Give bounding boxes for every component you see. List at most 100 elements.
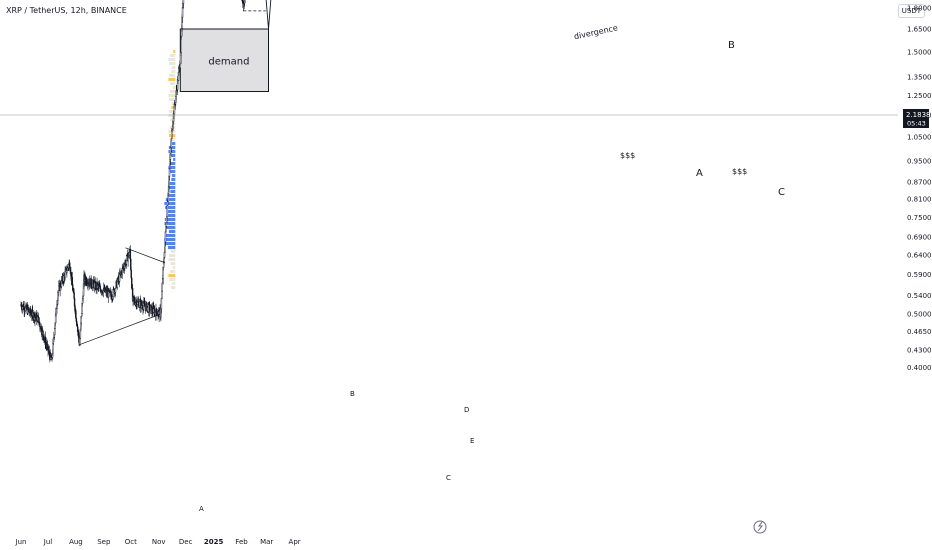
volume-profile-bar	[168, 254, 176, 257]
candle-body	[161, 290, 163, 299]
volume-profile-bar	[170, 190, 176, 193]
price-axis[interactable]: 3.10002.80002.60002.40002.20002.00001.80…	[907, 0, 932, 372]
volume-profile-bar	[167, 210, 176, 213]
time-tick-label: Jun	[15, 538, 27, 546]
volume-profile-bar	[170, 90, 176, 93]
time-tick-label: Apr	[289, 538, 301, 546]
price-tick-label: 0.4000	[907, 364, 932, 372]
volume-profile-bar	[171, 174, 176, 177]
volume-profile-bar	[173, 86, 176, 89]
volume-profile-bar	[168, 274, 176, 277]
time-tick-label: Oct	[125, 538, 137, 546]
price-tick-label: 1.5000	[907, 48, 932, 56]
volume-profile-bar	[165, 198, 176, 201]
volume-profile-bar	[165, 234, 176, 237]
volume-profile-bar	[164, 222, 176, 225]
wave-b-label: B	[728, 40, 735, 51]
price-tick-label: 0.5900	[907, 271, 932, 279]
candle-body	[166, 201, 169, 206]
price-tick-label: 0.9500	[907, 157, 932, 165]
volume-profile-bar	[168, 230, 176, 233]
price-tick-label: 0.4650	[907, 328, 932, 336]
triangle-c-label: C	[446, 474, 451, 482]
time-tick-label: Aug	[69, 538, 83, 546]
price-tick-label: 0.6400	[907, 252, 932, 260]
volume-profile-bar	[168, 182, 176, 185]
price-tick-label: 0.7500	[907, 214, 932, 222]
price-tick-label: 0.5000	[907, 311, 932, 319]
triangle-lower-line	[79, 313, 161, 345]
volume-profile-bar	[168, 146, 176, 149]
volume-profile-bar	[171, 250, 176, 253]
time-tick-label: Nov	[152, 538, 166, 546]
volume-profile-bar	[164, 238, 176, 241]
price-tick-label: 1.3500	[907, 73, 932, 81]
candle-body	[166, 205, 168, 217]
last-price-tag	[903, 109, 929, 128]
volume-profile-bar	[165, 206, 176, 209]
candle-body	[42, 331, 44, 336]
volume-profile-bar	[168, 110, 176, 113]
wave-a-label: A	[696, 168, 703, 179]
price-tick-label: 0.4300	[907, 347, 932, 355]
volume-profile-bar	[173, 158, 176, 161]
price-tick-label: 1.0500	[907, 133, 932, 141]
candle-body	[75, 310, 77, 319]
triangle-d-label: D	[464, 406, 469, 414]
volume-profile-bar	[170, 154, 176, 157]
projection-path	[265, 0, 272, 30]
volume-profile-bar	[171, 286, 176, 289]
volume-profile-bar	[168, 78, 176, 81]
price-tick-label: 0.6900	[907, 234, 932, 242]
candle-body	[182, 0, 185, 4]
volume-profile-bar	[166, 226, 176, 229]
candle-body	[38, 317, 40, 323]
triangle-a-label: A	[199, 505, 204, 513]
drawings	[79, 0, 272, 345]
volume-profile-bar	[171, 66, 176, 69]
volume-profile-bar	[169, 270, 176, 273]
price-tick-label: 0.5400	[907, 292, 932, 300]
price-tick-label: 0.8700	[907, 178, 932, 186]
volume-profile-bar	[165, 242, 176, 245]
candles	[20, 0, 246, 363]
volume-profile-bar	[172, 282, 176, 285]
volume-profile-bar	[168, 114, 176, 117]
candle-body	[54, 328, 56, 336]
volume-profile-bar	[168, 62, 176, 65]
currency-button[interactable]: USDT	[897, 4, 925, 18]
volume-profile-bar	[168, 194, 176, 197]
time-tick-label: 2025	[204, 538, 224, 546]
volume-profile-bar	[170, 54, 176, 57]
candle-body	[64, 271, 66, 279]
time-tick-label: Feb	[235, 538, 248, 546]
volume-profile-bar	[173, 50, 176, 53]
volume-profile-bar	[167, 214, 176, 217]
time-tick-label: Mar	[260, 538, 273, 546]
bar-countdown: 05:43	[907, 120, 926, 128]
volume-profile-bar	[170, 262, 176, 265]
volume-profile-bar	[168, 150, 176, 153]
volume-profile-bar	[171, 178, 176, 181]
volume-profile-bar	[169, 162, 176, 165]
volume-profile-bar	[168, 186, 176, 189]
volume-profile-bar	[169, 170, 176, 173]
candle-body	[171, 130, 173, 139]
price-tick-label: 1.8000	[907, 5, 932, 13]
liquidity-label-1: $$$	[620, 151, 635, 160]
volume-profile-bar	[168, 94, 176, 97]
divergence-label: divergence	[573, 23, 618, 41]
volume-profile-bar	[169, 98, 176, 101]
volume-profile-bar	[171, 142, 176, 145]
candle-body	[160, 298, 163, 310]
candle-body	[81, 313, 83, 317]
time-axis[interactable]: Jun Jul Aug Sep Oct Nov Dec 2025 Feb Mar Apr	[15, 538, 301, 546]
price-tick-label: 1.2500	[907, 92, 932, 100]
time-tick-label: Sep	[97, 538, 111, 546]
volume-profile-bar	[168, 166, 176, 169]
tradingview-logo-icon	[753, 520, 767, 534]
candle-body	[129, 249, 132, 260]
price-tick-label: 1.6500	[907, 26, 932, 34]
volume-profile-bar	[171, 102, 176, 105]
